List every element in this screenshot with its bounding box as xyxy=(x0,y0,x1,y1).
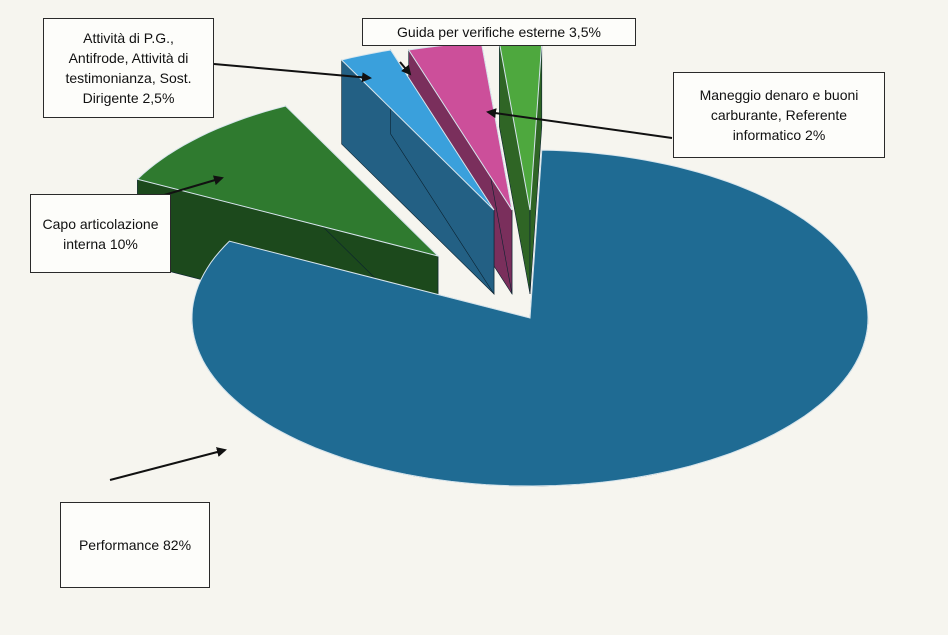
callout-performance: Performance 82% xyxy=(60,502,210,588)
callout-guida: Guida per verifiche esterne 3,5% xyxy=(362,18,636,46)
arrow-guida xyxy=(399,61,412,76)
arrow-attivita xyxy=(213,63,372,83)
arrow-maneggio xyxy=(486,108,673,139)
callout-attivita-text: Attività di P.G., Antifrode, Attività di… xyxy=(65,30,192,106)
callout-performance-text: Performance 82% xyxy=(78,537,192,553)
callout-capo: Capo articolazione interna 10% xyxy=(30,194,171,273)
callout-attivita: Attività di P.G., Antifrode, Attività di… xyxy=(43,18,214,118)
slice-2-top xyxy=(340,49,495,211)
slice-1-top xyxy=(136,105,440,257)
callout-capo-text: Capo articolazione interna 10% xyxy=(42,215,159,252)
callout-guida-text: Guida per verifiche esterne 3,5% xyxy=(397,24,601,40)
callout-maneggio-text: Maneggio denaro e buoni carburante, Refe… xyxy=(699,87,859,143)
callout-maneggio: Maneggio denaro e buoni carburante, Refe… xyxy=(673,72,885,158)
arrow-performance xyxy=(109,447,227,481)
slice-0-top xyxy=(191,149,869,487)
